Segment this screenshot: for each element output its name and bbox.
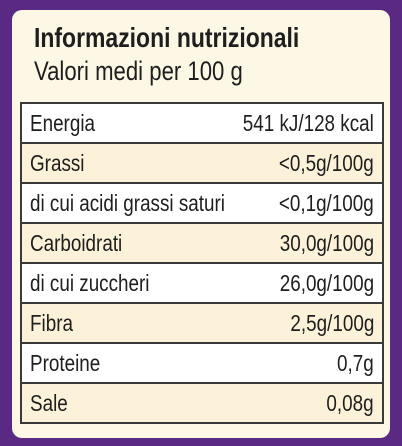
label-title: Informazioni nutrizionali: [34, 22, 300, 53]
nutrient-name: Fibra: [30, 310, 73, 336]
nutrient-value: 30,0g/100g: [279, 230, 374, 256]
table-row: Energia 541 kJ/128 kcal: [22, 104, 382, 144]
nutrient-value: 2,5g/100g: [290, 310, 374, 336]
nutrient-value: 26,0g/100g: [279, 270, 374, 296]
table-row: Grassi <0,5g/100g: [22, 144, 382, 184]
table-row: Proteine 0,7g: [22, 344, 382, 384]
table-row: Fibra 2,5g/100g: [22, 304, 382, 344]
nutrient-name: Proteine: [30, 350, 101, 376]
table-row: di cui acidi grassi saturi <0,1g/100g: [22, 184, 382, 224]
nutrient-value: 0,7g: [337, 350, 374, 376]
table-row: di cui zuccheri 26,0g/100g: [22, 264, 382, 304]
nutrient-value: <0,5g/100g: [279, 150, 374, 176]
nutrient-name: Grassi: [30, 150, 85, 176]
nutrient-name: di cui zuccheri: [30, 270, 150, 296]
nutrient-value: 0,08g: [326, 390, 374, 416]
nutrient-name: Energia: [30, 110, 96, 136]
nutrient-value: <0,1g/100g: [279, 190, 374, 216]
nutrient-value: 541 kJ/128 kcal: [242, 110, 374, 136]
label-subtitle: Valori medi per 100 g: [34, 56, 243, 86]
nutrient-name: Sale: [30, 390, 68, 416]
nutrition-label: Informazioni nutrizionali Valori medi pe…: [12, 10, 390, 438]
table-row: Carboidrati 30,0g/100g: [22, 224, 382, 264]
nutrition-table: Energia 541 kJ/128 kcal Grassi <0,5g/100g di…: [20, 102, 384, 424]
nutrient-name: Carboidrati: [30, 230, 123, 256]
nutrient-name: di cui acidi grassi saturi: [30, 190, 225, 216]
table-row: Sale 0,08g: [22, 384, 382, 424]
